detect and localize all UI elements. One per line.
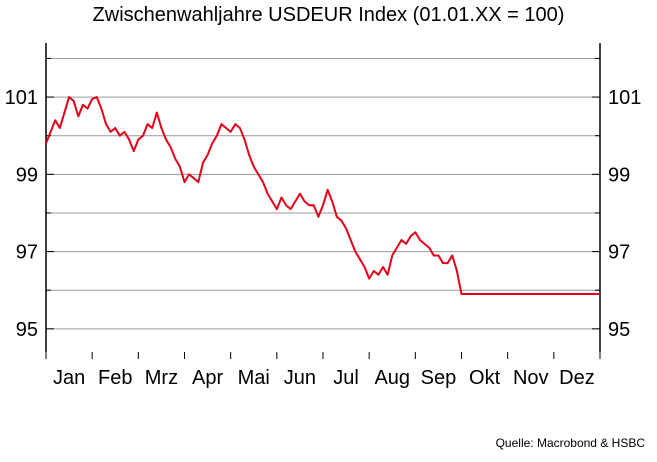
axes <box>45 43 601 359</box>
y-tick-label-left: 101 <box>5 87 38 109</box>
x-tick-label: Dez <box>559 367 595 389</box>
x-tick-label: Mai <box>238 367 270 389</box>
x-tick-label: Feb <box>98 367 132 389</box>
x-tick-label: Jan <box>53 367 85 389</box>
x-tick-label: Jun <box>284 367 316 389</box>
x-tick-label: Aug <box>374 367 410 389</box>
x-tick-label: Mrz <box>145 367 178 389</box>
source-note: Quelle: Macrobond & HSBC <box>495 436 645 450</box>
y-tick-label-left: 99 <box>16 164 38 186</box>
x-tick-label: Sep <box>421 367 457 389</box>
y-tick-label-left: 97 <box>16 242 38 264</box>
y-tick-label-right: 95 <box>608 319 630 341</box>
tick-labels: 95 95 97 97 99 99 101 101 Jan Feb Mrz Apr Mai Jun Jul A… <box>5 87 642 389</box>
series-layer <box>45 96 600 296</box>
y-tick-label-right: 101 <box>608 87 641 109</box>
x-tick-label: Okt <box>469 367 501 389</box>
x-tick-label: Jul <box>333 367 359 389</box>
x-tick-label: Nov <box>513 367 549 389</box>
y-tick-label-left: 95 <box>16 319 38 341</box>
series-line <box>45 96 600 296</box>
y-tick-label-right: 99 <box>608 164 630 186</box>
x-tick-label: Apr <box>192 367 223 389</box>
chart-title: Zwischenwahljahre USDEUR Index (01.01.XX… <box>92 4 565 26</box>
y-tick-label-right: 97 <box>608 242 630 264</box>
grid-lines <box>46 57 600 330</box>
